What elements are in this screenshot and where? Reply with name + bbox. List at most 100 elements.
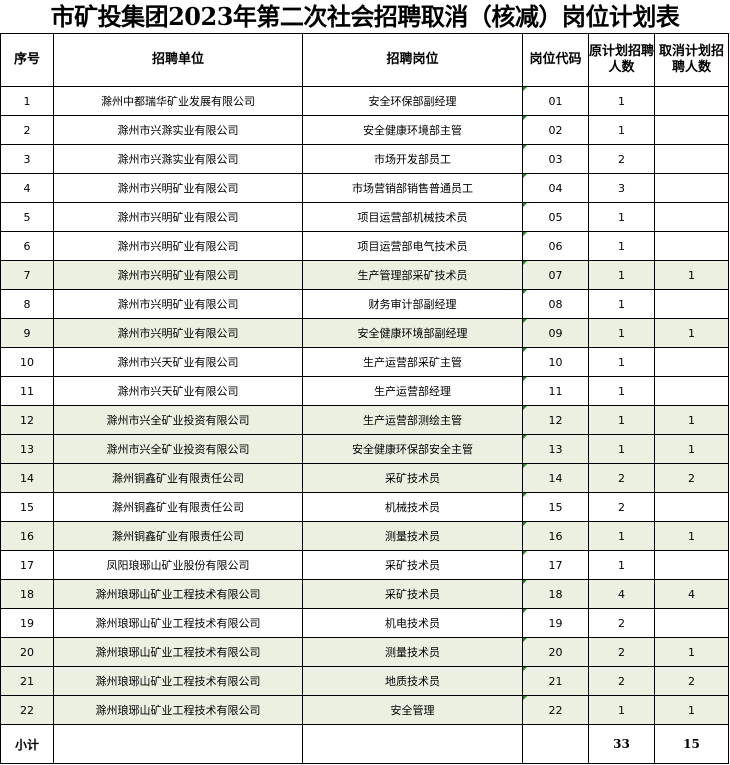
cell-no-text: 19: [20, 616, 34, 630]
comment-marker-icon: [523, 580, 527, 584]
comment-marker-icon: [523, 609, 527, 613]
cell-post-text: 安全健康环境部副经理: [357, 327, 468, 340]
cell-unit: 滁州市兴明矿业有限公司: [53, 173, 303, 203]
cell-orig-text: 1: [618, 529, 625, 543]
cell-code: 10: [522, 347, 589, 377]
cell-post-text: 地质技术员: [385, 675, 440, 688]
cell-unit: 滁州市兴全矿业投资有限公司: [53, 434, 303, 464]
cell-code: 22: [522, 695, 589, 725]
cell-no: 4: [0, 173, 54, 203]
table-row: 3 滁州市兴滁实业有限公司 市场开发部员工 03 2: [0, 144, 729, 174]
table-row: 7 滁州市兴明矿业有限公司 生产管理部采矿技术员 07 1 1: [0, 260, 729, 290]
comment-marker-icon: [523, 348, 527, 352]
cell-cancel-text: 2: [688, 471, 695, 485]
cell-orig: 2: [588, 637, 655, 667]
table-row: 12 滁州市兴全矿业投资有限公司 生产运营部测绘主管 12 1 1: [0, 405, 729, 435]
cell-post: 安全健康环境部主管: [302, 115, 523, 145]
cell-post: 安全环保部副经理: [302, 86, 523, 116]
cell-cancel: [654, 231, 729, 261]
cell-no: 11: [0, 376, 54, 406]
cell-code-text: 06: [548, 239, 563, 253]
cell-orig: 1: [588, 202, 655, 232]
cell-post: 生产管理部采矿技术员: [302, 260, 523, 290]
cell-post: 地质技术员: [302, 666, 523, 696]
cell-orig: 2: [588, 608, 655, 638]
cell-orig-text: 1: [618, 413, 625, 427]
cell-no: 9: [0, 318, 54, 348]
cell-cancel: 1: [654, 695, 729, 725]
header-orig: 原计划招聘人数: [588, 33, 655, 87]
cell-post: 测量技术员: [302, 637, 523, 667]
table-row: 13 滁州市兴全矿业投资有限公司 安全健康环保部安全主管 13 1 1: [0, 434, 729, 464]
cell-unit-text: 滁州琅琊山矿业工程技术有限公司: [95, 646, 261, 659]
cell-post: 采矿技术员: [302, 579, 523, 609]
cell-code: 02: [522, 115, 589, 145]
position-table: 序号 招聘单位 招聘岗位 岗位代码 原计划招聘人数 取消计划招聘人数 1 滁州中都…: [0, 33, 729, 764]
cell-orig: 1: [588, 434, 655, 464]
cell-cancel: [654, 86, 729, 116]
cell-orig: 1: [588, 231, 655, 261]
cell-code: 15: [522, 492, 589, 522]
cell-no: 2: [0, 115, 54, 145]
cell-code-text: 02: [548, 123, 563, 137]
cell-cancel: 1: [654, 405, 729, 435]
cell-cancel-text: 4: [688, 587, 695, 601]
cell-orig-text: 2: [618, 674, 625, 688]
table-row: 15 滁州铜鑫矿业有限责任公司 机械技术员 15 2: [0, 492, 729, 522]
cell-post-text: 采矿技术员: [385, 472, 440, 485]
header-row: 序号 招聘单位 招聘岗位 岗位代码 原计划招聘人数 取消计划招聘人数: [0, 33, 729, 87]
cell-unit-text: 滁州琅琊山矿业工程技术有限公司: [95, 617, 261, 630]
cell-cancel: 4: [654, 579, 729, 609]
cell-orig: 4: [588, 579, 655, 609]
cell-code-text: 16: [548, 529, 563, 543]
cell-code: 01: [522, 86, 589, 116]
cell-no-text: 7: [23, 268, 31, 282]
cell-unit-text: 滁州市兴明矿业有限公司: [117, 327, 239, 340]
cell-unit: 滁州铜鑫矿业有限责任公司: [53, 521, 303, 551]
cell-unit: 滁州琅琊山矿业工程技术有限公司: [53, 637, 303, 667]
cell-code-text: 22: [548, 703, 563, 717]
cell-no-text: 2: [23, 123, 31, 137]
cell-unit-text: 滁州市兴滁实业有限公司: [117, 124, 239, 137]
cell-orig: 2: [588, 463, 655, 493]
cell-no-text: 9: [23, 326, 31, 340]
cell-orig-text: 3: [618, 181, 625, 195]
cell-post: 生产运营部采矿主管: [302, 347, 523, 377]
cell-post-text: 安全健康环保部安全主管: [352, 443, 473, 456]
cell-unit-text: 滁州市兴天矿业有限公司: [117, 385, 239, 398]
cell-code-text: 12: [548, 413, 563, 427]
cell-orig: 2: [588, 492, 655, 522]
cell-no-text: 3: [23, 152, 31, 166]
cell-empty: [522, 724, 589, 764]
cell-post-text: 市场营销部销售普通员工: [352, 182, 473, 195]
cell-unit: 滁州铜鑫矿业有限责任公司: [53, 492, 303, 522]
table-row: 9 滁州市兴明矿业有限公司 安全健康环境部副经理 09 1 1: [0, 318, 729, 348]
comment-marker-icon: [523, 174, 527, 178]
comment-marker-icon: [523, 696, 527, 700]
cell-cancel: [654, 173, 729, 203]
cell-unit: 滁州市兴明矿业有限公司: [53, 260, 303, 290]
cell-unit-text: 滁州市兴全矿业投资有限公司: [106, 414, 250, 427]
cell-orig: 1: [588, 289, 655, 319]
comment-marker-icon: [523, 232, 527, 236]
cell-no: 22: [0, 695, 54, 725]
cell-unit: 滁州市兴天矿业有限公司: [53, 347, 303, 377]
cell-orig-text: 2: [618, 645, 625, 659]
cell-cancel-text: 1: [688, 413, 695, 427]
cell-post-text: 市场开发部员工: [374, 153, 451, 166]
cell-cancel-text: 1: [688, 529, 695, 543]
header-unit: 招聘单位: [53, 33, 303, 87]
cell-code: 04: [522, 173, 589, 203]
cell-post: 生产运营部经理: [302, 376, 523, 406]
cell-post-text: 测量技术员: [385, 530, 440, 543]
cell-unit: 滁州琅琊山矿业工程技术有限公司: [53, 579, 303, 609]
cell-code-text: 07: [548, 268, 563, 282]
cell-orig: 1: [588, 86, 655, 116]
table-row: 18 滁州琅琊山矿业工程技术有限公司 采矿技术员 18 4 4: [0, 579, 729, 609]
cell-no: 16: [0, 521, 54, 551]
cell-orig-text: 2: [618, 500, 625, 514]
cell-post: 项目运营部电气技术员: [302, 231, 523, 261]
cell-orig-text: 1: [618, 442, 625, 456]
cell-cancel: 1: [654, 521, 729, 551]
cell-orig: 1: [588, 318, 655, 348]
